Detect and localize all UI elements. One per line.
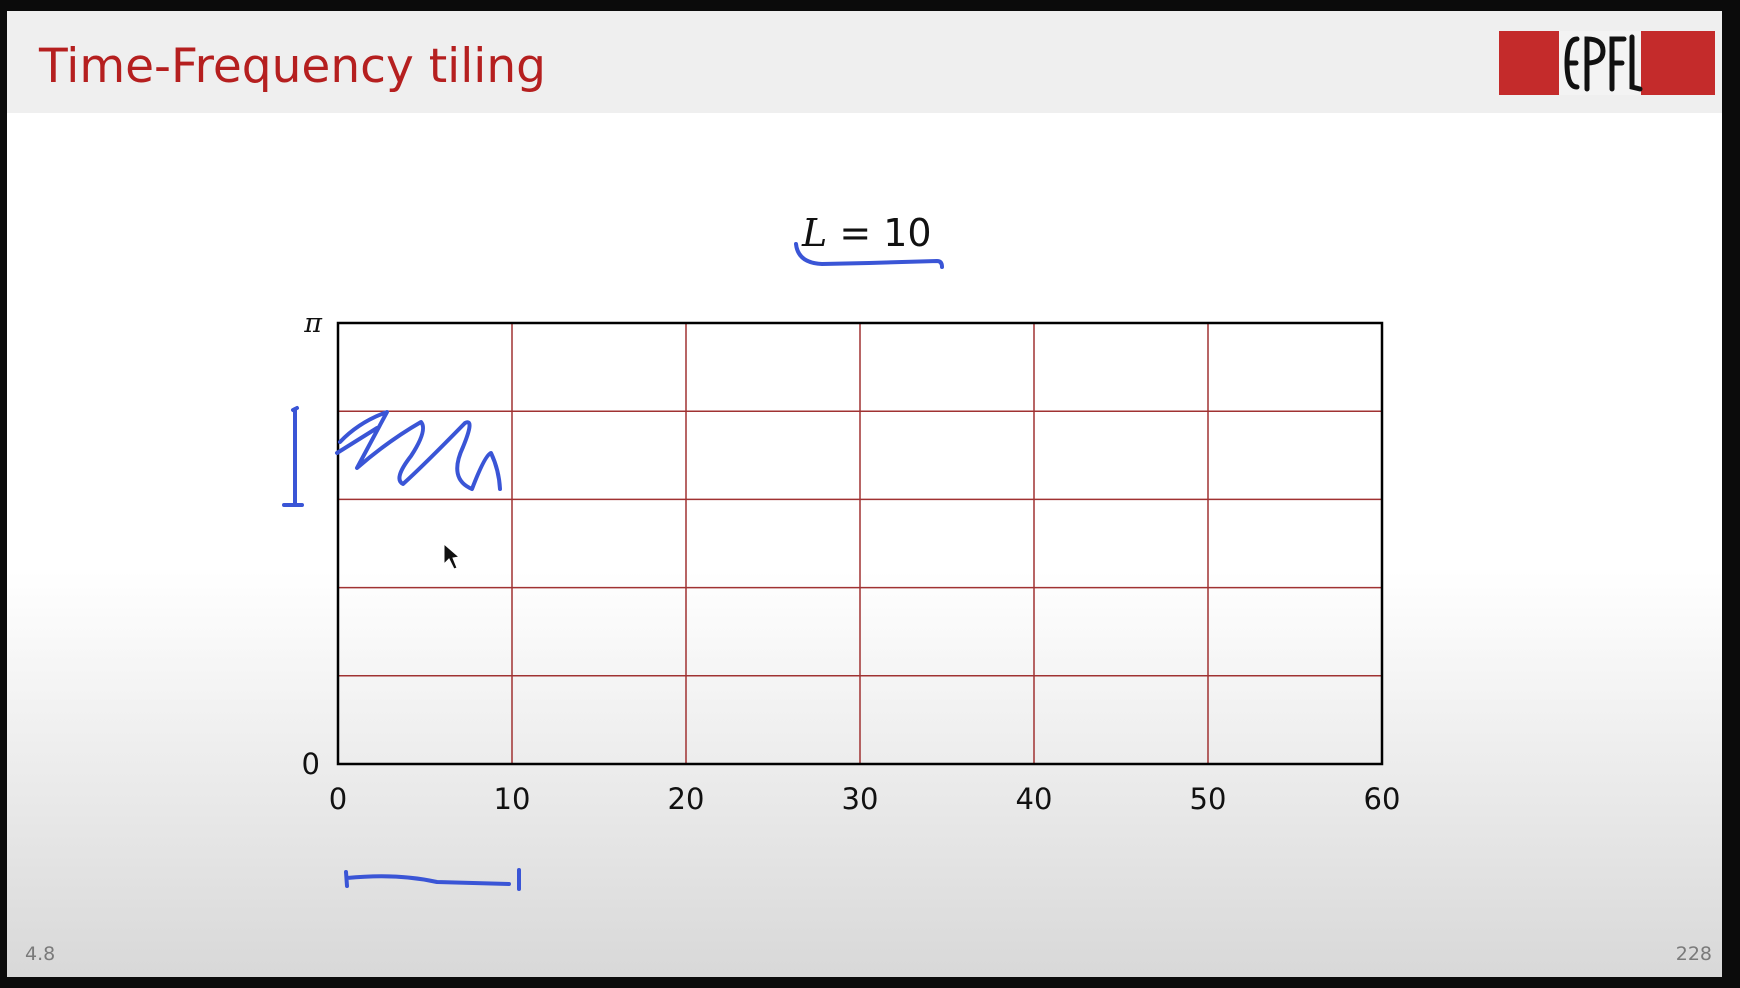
frequency-band-bracket (282, 406, 304, 507)
formula-variable: L (802, 211, 828, 255)
x-tick-label: 60 (1364, 782, 1401, 816)
underline-annotation (794, 242, 944, 269)
slide: Time-Frequency tiling L = 10 0 10 20 30 40 50… (7, 11, 1722, 977)
epfl-logo (1499, 31, 1715, 95)
x-tick-label: 40 (1016, 782, 1053, 816)
x-tick-label: 30 (842, 782, 879, 816)
slide-header: Time-Frequency tiling (7, 11, 1722, 113)
section-number: 4.8 (25, 943, 56, 965)
x-tick-label: 50 (1190, 782, 1227, 816)
mouse-cursor-icon (443, 542, 461, 570)
formula-label: L = 10 (802, 211, 932, 255)
time-interval-bracket (344, 868, 521, 891)
x-tick-label: 0 (329, 782, 347, 816)
scribble-shading (335, 410, 502, 491)
plot-frame (336, 321, 1384, 766)
page-number: 228 (1675, 943, 1712, 965)
x-tick-label: 10 (494, 782, 531, 816)
formula-value: = 10 (827, 211, 932, 255)
y-tick-label: π (303, 308, 323, 339)
x-tick-label: 20 (668, 782, 705, 816)
tiling-plot: 0 10 20 30 40 50 60 0 π (282, 242, 1401, 891)
y-tick-label: 0 (302, 747, 320, 781)
slide-title: Time-Frequency tiling (39, 39, 546, 94)
